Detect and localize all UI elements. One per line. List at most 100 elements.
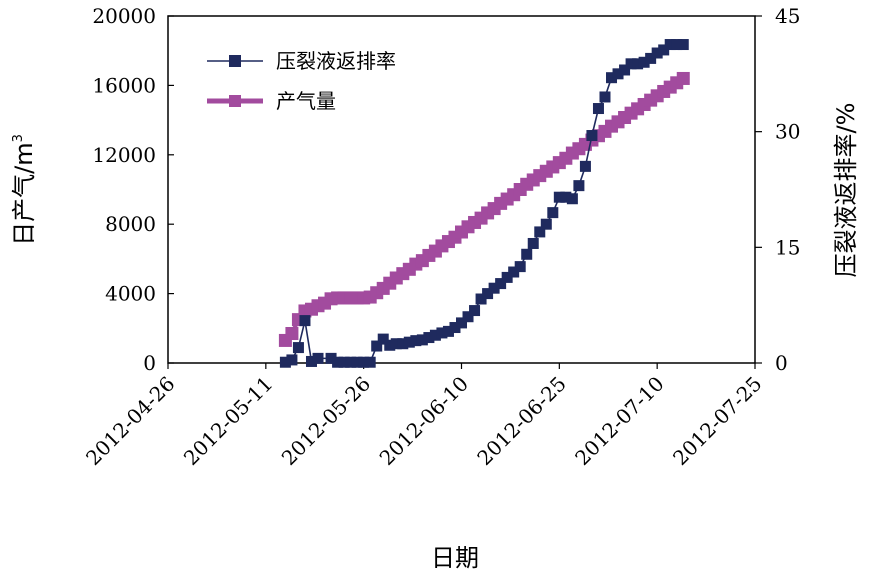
y-right-tick-label: 0 (775, 351, 788, 375)
legend-marker-fracturing-fluid (229, 55, 241, 67)
data-point (495, 278, 507, 290)
legend-label-fracturing-fluid: 压裂液返排率 (276, 49, 396, 73)
data-point (397, 338, 409, 350)
series-line (285, 43, 684, 364)
data-point (371, 340, 383, 352)
plot-frame (167, 15, 756, 364)
data-point (423, 332, 435, 344)
x-axis-title: 日期 (431, 544, 479, 572)
data-point (469, 305, 481, 317)
data-point (377, 333, 389, 345)
legend-marker-gas (229, 95, 241, 107)
data-point (677, 39, 689, 51)
data-point (553, 191, 565, 203)
y-left-title-text: 日产气 (10, 174, 38, 246)
data-point (560, 191, 572, 203)
data-point (501, 271, 513, 283)
data-point (416, 334, 428, 346)
y-right-axis-title: 压裂液返排率/% (832, 103, 860, 278)
x-tick-label: 2012-06-25 (472, 372, 571, 471)
data-point (521, 248, 533, 260)
data-point (664, 39, 676, 51)
data-point (410, 335, 422, 347)
legend-label-gas: 产气量 (276, 89, 336, 113)
data-point (358, 356, 370, 368)
x-tick-label: 2012-05-26 (277, 372, 376, 471)
data-point (299, 315, 311, 327)
x-tick-label: 2012-06-10 (375, 372, 474, 471)
y-right-axis-ticks: 0 15 30 45 (755, 4, 800, 375)
data-point (325, 352, 337, 364)
data-point (612, 68, 624, 80)
data-point (338, 356, 350, 368)
x-tick-label: 2012-05-11 (179, 372, 278, 471)
y-left-tick-label: 20000 (92, 4, 156, 28)
data-point (442, 325, 454, 337)
data-point (573, 180, 585, 192)
data-point (482, 288, 494, 300)
legend: 压裂液返排率 产气量 (207, 49, 396, 113)
data-point (390, 338, 402, 350)
data-point (429, 329, 441, 341)
data-point (332, 356, 344, 368)
data-point (345, 356, 357, 368)
data-point (403, 336, 415, 348)
data-point (534, 226, 546, 238)
data-point (436, 327, 448, 339)
data-point (351, 356, 363, 368)
data-point (645, 52, 657, 64)
data-point (586, 130, 598, 142)
plot-area (167, 15, 756, 364)
y-left-axis-title: 日产气/m3 (10, 134, 38, 246)
y-right-tick-label: 15 (775, 235, 800, 259)
data-point (540, 218, 552, 230)
data-point (488, 282, 500, 294)
y-right-tick-label: 45 (775, 4, 800, 28)
series-fracturing-fluid-return (279, 39, 689, 368)
y-right-tick-label: 30 (775, 120, 800, 144)
data-point (619, 64, 631, 76)
y-left-axis-ticks: 0 4000 8000 12000 16000 20000 (92, 4, 174, 375)
data-point (527, 237, 539, 249)
data-point (671, 39, 683, 51)
data-point (312, 352, 324, 364)
y-left-tick-label: 12000 (92, 143, 156, 167)
data-point (651, 47, 663, 59)
data-point (475, 293, 487, 305)
data-point (384, 339, 396, 351)
data-point (364, 356, 376, 368)
x-tick-label: 2012-07-25 (668, 372, 767, 471)
y-left-tick-label: 16000 (92, 73, 156, 97)
data-point (462, 311, 474, 323)
series-layer (278, 39, 690, 368)
data-point (599, 91, 611, 103)
data-point (625, 58, 637, 70)
data-point (638, 56, 650, 68)
data-point (456, 317, 467, 329)
y-left-title-unit: m (10, 142, 38, 165)
x-axis-ticks: 2012-04-26 2012-05-11 2012-05-26 2012-06-10… (81, 363, 767, 470)
data-point (285, 327, 299, 340)
y-left-tick-label: 8000 (105, 212, 156, 236)
data-point (547, 207, 559, 219)
y-left-title-sup: 3 (11, 134, 26, 142)
data-point (292, 342, 304, 354)
data-point (449, 322, 461, 334)
data-point (676, 71, 690, 85)
y-left-tick-label: 0 (143, 351, 156, 375)
data-point (305, 355, 317, 367)
data-point (508, 266, 520, 278)
x-tick-label: 2012-07-10 (570, 372, 669, 471)
data-point (579, 160, 591, 172)
data-point (658, 44, 670, 56)
data-point (566, 193, 578, 205)
data-point (632, 58, 644, 70)
x-tick-label: 2012-04-26 (81, 372, 180, 471)
series-gas-production (278, 71, 690, 347)
data-point (286, 354, 298, 366)
y-left-tick-label: 4000 (105, 282, 156, 306)
data-point (514, 261, 526, 273)
data-point (279, 356, 291, 368)
data-point (592, 103, 604, 115)
